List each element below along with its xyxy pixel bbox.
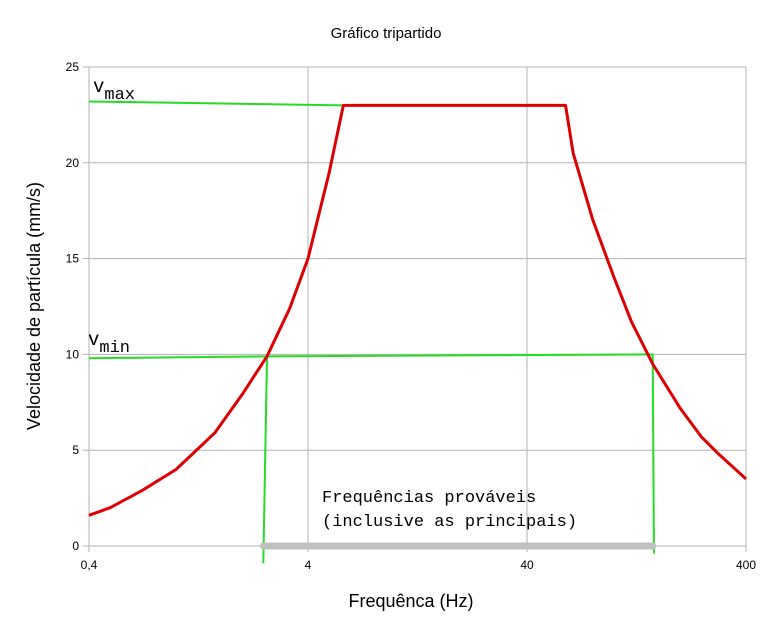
vmax-guide-line (88, 100, 344, 107)
x-tick-label: 400 (736, 558, 756, 572)
chart-title: Gráfico tripartido (331, 25, 442, 42)
right-frequency-drop-line (651, 354, 655, 554)
y-tick-label: 25 (66, 60, 80, 74)
x-tick-label: 0,4 (81, 558, 98, 572)
vmin-label: vmin (88, 329, 130, 358)
y-axis-ticks: 0 5 10 15 20 25 (66, 60, 89, 553)
left-frequency-drop-line (262, 356, 269, 564)
y-tick-label: 0 (72, 539, 79, 553)
vmax-label: vmax (93, 76, 135, 105)
y-tick-label: 20 (66, 156, 80, 170)
grid-lines (88, 66, 747, 547)
range-annotation-line1: Frequências prováveis (322, 489, 536, 508)
y-tick-label: 5 (72, 443, 79, 457)
y-tick-label: 15 (66, 252, 80, 266)
x-axis-ticks: 0,4 4 40 400 (81, 546, 756, 572)
y-axis-label: Velocidade de partícula (mm/s) (24, 182, 44, 430)
x-tick-label: 40 (520, 558, 534, 572)
plot-frame (88, 66, 747, 547)
series-line (88, 103, 748, 517)
series-layer (88, 103, 748, 517)
x-axis-label: Frequênca (Hz) (348, 591, 473, 611)
x-tick-label: 4 (305, 558, 312, 572)
y-tick-label: 10 (66, 347, 80, 361)
vmin-guide-line (88, 353, 653, 360)
range-annotation-line2: (inclusive as principais) (322, 513, 577, 532)
